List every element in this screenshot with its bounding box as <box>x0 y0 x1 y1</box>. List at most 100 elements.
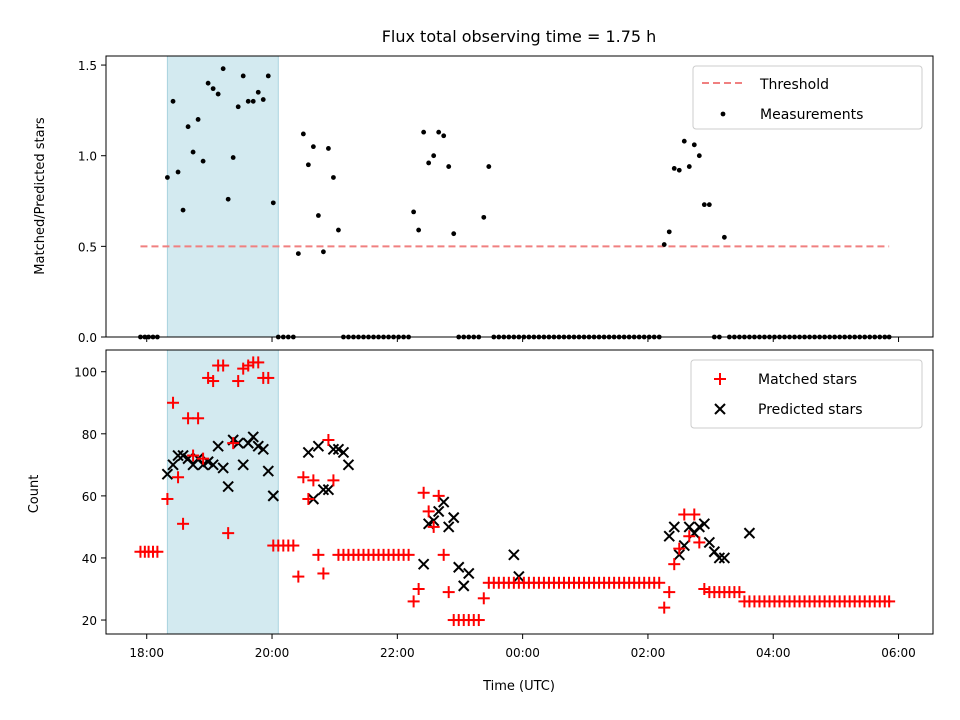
measurement-point <box>721 234 727 240</box>
top-y-tick-label: 0.5 <box>78 240 97 254</box>
predicted-stroke <box>698 518 711 530</box>
measurement-point <box>416 227 422 233</box>
predicted-stroke <box>267 490 279 502</box>
measurement-point <box>270 200 276 206</box>
predicted-point <box>718 552 731 564</box>
matched-point <box>172 471 185 484</box>
predicted-point <box>453 561 465 573</box>
top-shaded-span <box>166 55 279 338</box>
matched-point <box>437 548 450 561</box>
measurement-point <box>195 117 201 122</box>
legend-predicted-swatch <box>714 403 726 415</box>
predicted-stroke <box>172 449 184 462</box>
predicted-point <box>167 459 179 471</box>
matched-point <box>177 517 190 530</box>
matched-point <box>683 530 696 543</box>
predicted-stroke <box>212 440 224 452</box>
measurement-point <box>260 97 266 102</box>
legend-predicted-label: Predicted stars <box>758 402 863 418</box>
measurement-point <box>170 98 176 104</box>
top-y-ticks: 0.0 0.5 1.0 1.5 <box>78 59 106 345</box>
measurement-point <box>190 149 196 155</box>
matched-point <box>678 508 691 521</box>
predicted-point <box>743 527 756 539</box>
measurement-point <box>666 229 672 235</box>
matched-point <box>302 492 315 505</box>
predicted-stroke <box>437 496 450 508</box>
measurement-point <box>661 242 667 247</box>
predicted-stroke <box>743 527 756 539</box>
predicted-point <box>217 462 229 474</box>
predicted-point <box>513 570 525 583</box>
predicted-point <box>327 443 340 456</box>
predicted-stroke <box>161 468 174 480</box>
predicted-stroke <box>217 462 229 474</box>
predicted-point <box>337 446 350 459</box>
matched-point <box>287 539 300 552</box>
measurement-point <box>300 131 306 137</box>
predicted-stroke <box>448 511 460 524</box>
predicted-point <box>177 449 189 462</box>
measurement-point <box>686 164 692 169</box>
matched-point <box>222 527 235 540</box>
matched-point <box>673 542 686 555</box>
measurement-point <box>265 73 271 79</box>
x-axis-label: Time (UTC) <box>482 679 555 694</box>
bottom-y-tick-label: 20 <box>82 614 97 628</box>
measurement-point <box>245 98 251 104</box>
legend-matched-label: Matched stars <box>758 372 857 388</box>
predicted-stroke <box>703 536 716 549</box>
predicted-point <box>437 496 450 508</box>
measurement-point <box>210 86 216 92</box>
matched-point <box>417 486 430 499</box>
predicted-point <box>693 521 706 533</box>
predicted-point <box>463 567 475 580</box>
measurement-point <box>200 158 206 164</box>
measurement-point <box>185 124 191 130</box>
predicted-point <box>302 446 315 459</box>
predicted-point <box>698 518 711 530</box>
top-legend: Threshold Measurements <box>692 65 923 130</box>
predicted-stroke <box>683 521 695 533</box>
matched-point <box>167 396 180 409</box>
bottom-x-tick-label: 06:00 <box>881 646 916 660</box>
predicted-point <box>663 530 675 542</box>
predicted-stroke <box>337 446 350 459</box>
matched-point <box>197 452 210 465</box>
measurement-point <box>315 213 321 218</box>
predicted-stroke <box>317 483 330 496</box>
measurement-point <box>240 73 246 79</box>
predicted-point <box>247 431 259 443</box>
matched-point <box>663 586 676 599</box>
bottom-panel: 20 40 60 80 100 18:00 20:00 22:00 00:00 02:00 04:… <box>27 349 934 694</box>
bottom-y-tick-label: 60 <box>82 490 97 504</box>
predicted-point <box>342 459 355 471</box>
predicted-stroke <box>463 567 475 580</box>
predicted-stroke <box>312 440 325 452</box>
measurement-point <box>426 160 432 166</box>
measurement-point <box>681 138 687 144</box>
matched-point <box>317 567 330 580</box>
measurement-point <box>676 167 682 173</box>
predicted-stroke <box>453 561 465 573</box>
measurement-point <box>331 175 336 180</box>
predicted-stroke <box>252 440 264 452</box>
matched-point <box>227 437 240 450</box>
predicted-stroke <box>458 580 470 592</box>
matched-point <box>262 371 275 384</box>
predicted-point <box>267 490 279 502</box>
legend-matched-swatch <box>714 373 726 385</box>
matched-point <box>187 449 200 462</box>
predicted-point <box>237 459 249 471</box>
predicted-stroke <box>332 443 345 456</box>
predicted-stroke <box>247 431 259 443</box>
measurement-point <box>411 209 417 215</box>
predicted-point <box>262 465 274 477</box>
matched-point <box>161 492 174 505</box>
predicted-stroke <box>713 552 726 564</box>
matched-point <box>217 359 230 372</box>
predicted-point <box>673 549 685 561</box>
predicted-stroke <box>417 558 430 570</box>
matched-point <box>207 375 220 388</box>
matched-point <box>402 548 415 561</box>
